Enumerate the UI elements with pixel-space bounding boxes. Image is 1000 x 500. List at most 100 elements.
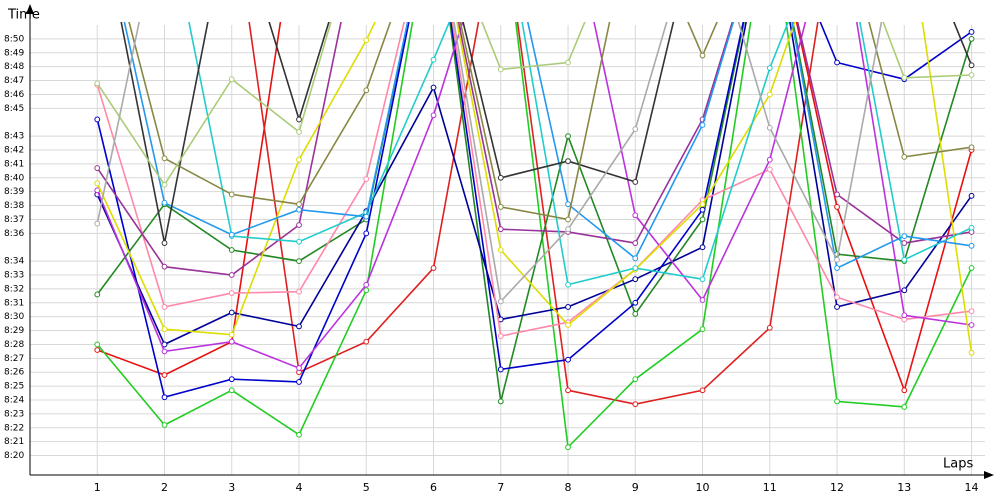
data-point xyxy=(766,324,773,331)
y-tick-label: 8:32 xyxy=(4,284,24,294)
y-tick-label: 8:28 xyxy=(4,340,24,350)
y-tick-label: 8:38 xyxy=(4,201,24,211)
data-point xyxy=(161,394,168,401)
data-point xyxy=(497,398,504,405)
data-point xyxy=(363,87,370,94)
data-point xyxy=(161,326,168,333)
series-line xyxy=(96,22,973,449)
data-point xyxy=(834,294,840,301)
data-point xyxy=(94,116,101,123)
data-point xyxy=(565,59,571,66)
y-tick-label: 8:37 xyxy=(4,215,24,225)
data-point xyxy=(968,224,975,231)
series-line xyxy=(123,22,972,270)
data-point xyxy=(363,213,370,220)
data-point xyxy=(296,365,302,371)
data-point xyxy=(766,124,773,131)
data-point xyxy=(699,276,706,283)
y-tick-label: 8:46 xyxy=(4,90,24,100)
data-point xyxy=(968,35,975,42)
data-point xyxy=(363,287,370,294)
data-point xyxy=(94,220,101,227)
data-point xyxy=(161,199,168,206)
y-tick-label: 8:42 xyxy=(4,146,24,156)
data-point xyxy=(968,349,975,356)
data-point xyxy=(497,226,504,233)
data-point xyxy=(565,322,571,328)
y-tick-label: 8:33 xyxy=(4,271,24,281)
data-point xyxy=(363,338,370,345)
y-axis-label: Time xyxy=(7,8,40,23)
data-point xyxy=(228,272,235,278)
data-point xyxy=(363,281,370,288)
data-point xyxy=(699,52,706,59)
data-point xyxy=(632,255,639,262)
x-tick-label: 1 xyxy=(94,481,101,494)
data-point xyxy=(430,84,437,91)
data-point xyxy=(228,387,235,394)
data-point xyxy=(632,276,639,283)
data-point xyxy=(632,376,639,383)
data-point xyxy=(228,331,235,338)
data-point xyxy=(296,206,302,213)
y-tick-label: 8:22 xyxy=(4,423,24,433)
data-point xyxy=(565,444,571,451)
y-tick-label: 8:48 xyxy=(4,62,24,72)
y-tick-label: 8:41 xyxy=(4,159,24,169)
x-tick-label: 2 xyxy=(161,481,168,494)
data-point xyxy=(901,404,908,410)
data-point xyxy=(228,309,235,316)
data-point xyxy=(363,176,370,183)
data-point xyxy=(497,66,504,73)
data-point xyxy=(901,233,908,240)
data-point xyxy=(161,240,168,246)
grid xyxy=(30,25,985,475)
data-point xyxy=(497,247,504,253)
data-point xyxy=(497,204,504,210)
y-tick-label: 8:39 xyxy=(4,187,24,197)
data-point xyxy=(968,322,975,328)
data-point xyxy=(968,242,975,249)
x-tick-label: 12 xyxy=(830,481,844,494)
series-line xyxy=(96,22,972,399)
data-point xyxy=(161,304,168,310)
x-tick-label: 7 xyxy=(497,481,504,494)
x-tick-label: 9 xyxy=(632,481,639,494)
data-point xyxy=(565,281,571,288)
series-line xyxy=(96,22,973,353)
data-point xyxy=(699,122,706,128)
data-point xyxy=(699,244,706,251)
data-point xyxy=(834,191,840,198)
data-point xyxy=(296,201,302,208)
x-tick-label: 4 xyxy=(296,481,303,494)
data-point xyxy=(296,116,302,123)
plot-area xyxy=(94,22,975,451)
x-tick-label: 8 xyxy=(565,481,572,494)
data-point xyxy=(363,37,370,44)
data-point xyxy=(834,256,840,263)
data-point xyxy=(901,287,908,294)
data-point xyxy=(161,155,168,162)
data-point xyxy=(430,56,437,63)
data-point xyxy=(565,158,571,165)
data-point xyxy=(497,333,504,340)
data-point xyxy=(296,222,302,228)
x-tick-label: 5 xyxy=(363,481,370,494)
y-tick-label: 8:23 xyxy=(4,409,24,419)
data-point xyxy=(901,74,908,81)
data-point xyxy=(228,247,235,253)
data-point xyxy=(766,156,773,163)
data-point xyxy=(632,126,639,133)
data-point xyxy=(228,290,235,296)
y-tick-label: 8:26 xyxy=(4,368,24,378)
data-point xyxy=(94,165,101,171)
data-point xyxy=(968,29,975,35)
data-point xyxy=(94,291,101,298)
data-point xyxy=(161,422,168,428)
series-line xyxy=(96,22,972,370)
data-point xyxy=(834,265,840,271)
data-point xyxy=(565,304,571,310)
series-line xyxy=(248,22,819,406)
y-tick-label: 8:30 xyxy=(4,312,24,322)
